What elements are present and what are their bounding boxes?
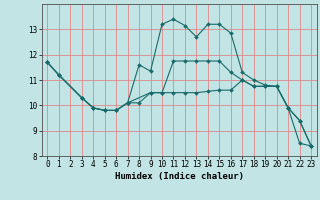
X-axis label: Humidex (Indice chaleur): Humidex (Indice chaleur)	[115, 172, 244, 181]
